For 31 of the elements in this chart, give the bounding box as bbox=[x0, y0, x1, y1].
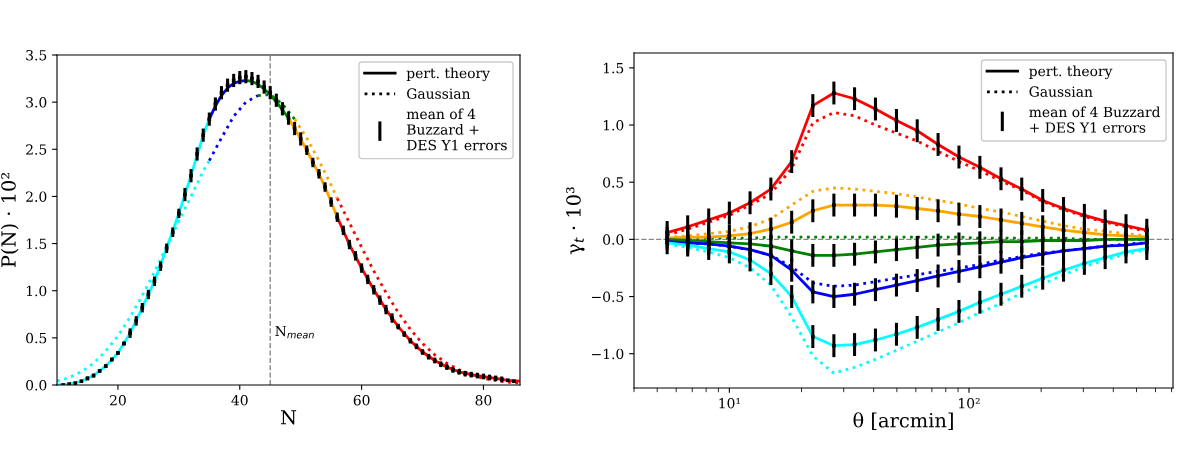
legend-label: pert. theory bbox=[1029, 65, 1113, 80]
y-tick-label: 1.0 bbox=[603, 120, 624, 131]
legend-label: Gaussian bbox=[407, 88, 471, 99]
y-tick-label: 2.0 bbox=[26, 191, 47, 202]
y-tick-label: 1.0 bbox=[26, 285, 47, 297]
ref-line-label: N$_{mean}$ bbox=[275, 325, 314, 339]
legend-label: mean of 4 Buzzard + DES Y1 errors bbox=[1029, 106, 1161, 133]
y-tick-label: −1.0 bbox=[592, 348, 624, 360]
y-tick-label: −0.5 bbox=[592, 291, 624, 303]
x-tick-label: 20 bbox=[110, 394, 126, 406]
y-tick-label: 0.5 bbox=[26, 332, 47, 344]
x-tick-label: 80 bbox=[475, 394, 492, 406]
y-tick-label: 0.5 bbox=[603, 177, 624, 188]
y-tick-label: 1.5 bbox=[603, 62, 624, 74]
legend-label: mean of 4 Buzzard + DES Y1 errors bbox=[406, 108, 507, 151]
y-tick-label: 0.0 bbox=[26, 379, 47, 391]
y-axis-title: γ$_{t}$ · 10³ bbox=[566, 187, 585, 255]
y-tick-label: 3.5 bbox=[26, 49, 47, 61]
y-tick-label: 0.0 bbox=[603, 234, 624, 245]
y-axis-title: P(N) · 10² bbox=[0, 173, 19, 268]
y-tick-label: 2.5 bbox=[26, 144, 47, 155]
x-axis-title: θ [arcmin] bbox=[853, 412, 953, 430]
x-axis-title: N bbox=[280, 410, 297, 425]
y-tick-label: 1.5 bbox=[26, 238, 47, 250]
y-tick-label: 3.0 bbox=[26, 97, 47, 108]
x-tick-label: 60 bbox=[353, 394, 370, 406]
x-tick-label: 10² bbox=[959, 397, 980, 409]
legend-label: pert. theory bbox=[406, 67, 490, 82]
x-tick-label: 40 bbox=[231, 394, 248, 406]
x-tick-label: 10¹ bbox=[719, 397, 740, 409]
legend-label: Gaussian bbox=[1029, 86, 1093, 97]
